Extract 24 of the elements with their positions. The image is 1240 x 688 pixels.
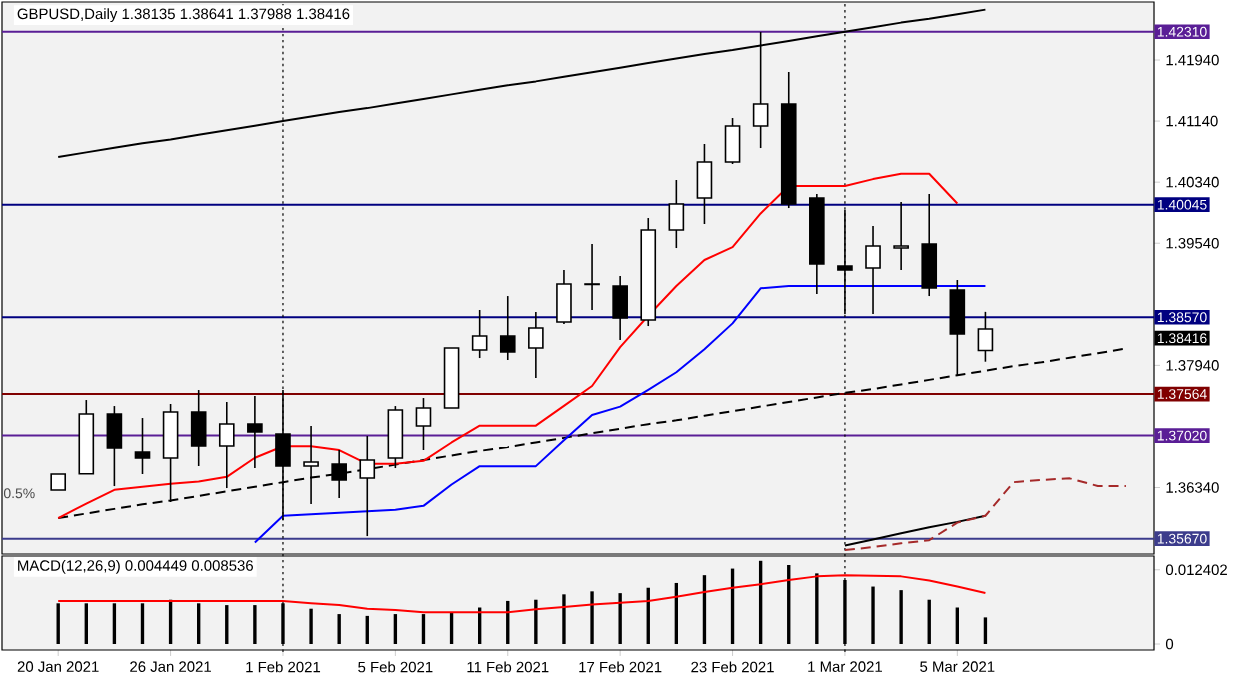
candlestick [696,143,713,225]
candlestick [921,193,938,297]
candlestick [247,395,263,469]
line-series [843,477,1127,552]
candlestick [584,243,600,311]
candlestick [865,225,881,315]
candlestick [977,311,994,363]
candlestick [528,311,544,379]
candlestick [190,389,207,467]
candlestick [556,269,572,325]
candlestick [106,405,123,487]
candlestick [218,401,235,489]
candlestick [612,275,628,341]
candlestick [415,397,432,451]
candlestick [331,449,347,499]
candlestick [471,309,488,359]
candlestick [499,295,516,361]
candlestick [134,417,151,475]
candlestick [752,31,769,149]
candlestick [162,403,179,503]
candlestick [893,201,909,271]
candlestick [303,425,319,505]
candlestick [668,179,685,249]
candlestick [724,117,741,165]
